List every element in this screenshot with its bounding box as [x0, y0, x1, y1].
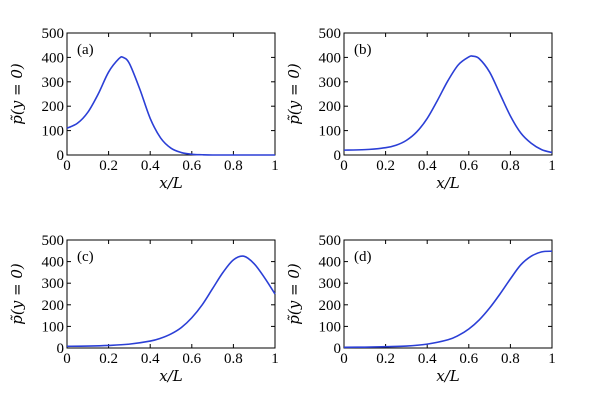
y-tick-label: 400	[42, 255, 65, 271]
x-tick-label: 1	[548, 158, 556, 174]
y-tick-label: 100	[42, 124, 65, 140]
x-tick-label: 0.6	[182, 158, 201, 174]
panel-label: (a)	[77, 42, 94, 58]
panel-label: (d)	[354, 249, 372, 265]
x-axis-label: x/L	[159, 174, 183, 192]
x-tick-label: 0	[63, 351, 71, 367]
y-tick-label: 500	[42, 233, 65, 249]
y-tick-label: 300	[319, 75, 342, 91]
y-tick-label: 500	[319, 26, 342, 42]
x-tick-label: 0.4	[141, 158, 160, 174]
x-tick-label: 0.2	[376, 351, 395, 367]
x-tick-label: 0.4	[141, 351, 160, 367]
y-tick-label: 200	[319, 99, 342, 115]
y-tick-label: 0	[334, 341, 342, 357]
x-tick-label: 0	[63, 158, 71, 174]
x-tick-label: 0.8	[501, 158, 520, 174]
y-tick-label: 400	[319, 50, 342, 66]
x-tick-label: 0.4	[418, 351, 437, 367]
y-tick-label: 200	[42, 298, 65, 314]
x-tick-label: 0	[340, 158, 348, 174]
panel-3: 0 0.2 0.4 0.6 0.8 1 0 100 200 300 400 500 x/L p̃(y = …	[8, 233, 279, 385]
x-tick-label: 0.8	[224, 351, 243, 367]
y-axis-label: p̃(y = 0)	[285, 263, 303, 325]
x-tick-label: 0.6	[459, 158, 478, 174]
y-tick-label: 0	[57, 341, 65, 357]
panel-2: 0 0.2 0.4 0.6 0.8 1 0 100 200 300 400 500 x/L p̃(y = …	[285, 26, 556, 192]
x-tick-label: 0.2	[99, 158, 118, 174]
y-tick-label: 100	[42, 319, 65, 335]
axes-frame	[66, 32, 276, 156]
x-axis-label: x/L	[159, 367, 183, 385]
y-axis-label: p̃(y = 0)	[285, 63, 303, 125]
x-axis-label: x/L	[436, 367, 460, 385]
y-tick-label: 0	[57, 148, 65, 164]
x-tick-label: 0.6	[459, 351, 478, 367]
y-axis-label: p̃(y = 0)	[8, 63, 26, 125]
x-tick-label: 1	[271, 351, 279, 367]
axes-frame	[343, 239, 553, 349]
x-tick-label: 0.8	[224, 158, 243, 174]
series-line	[66, 55, 275, 156]
panel-label: (b)	[354, 42, 372, 58]
x-tick-label: 0.2	[99, 351, 118, 367]
x-axis-label: x/L	[436, 174, 460, 192]
x-tick-label: 0.6	[182, 351, 201, 367]
series-line	[343, 55, 553, 154]
panel-4: 0 0.2 0.4 0.6 0.8 1 0 100 200 300 400 500 x/L p̃(y = …	[285, 233, 556, 385]
y-tick-label: 200	[42, 99, 65, 115]
y-tick-label: 300	[319, 276, 342, 292]
x-tick-label: 0.2	[376, 158, 395, 174]
x-tick-label: 0.4	[418, 158, 437, 174]
x-tick-label: 0.8	[501, 351, 520, 367]
y-tick-label: 400	[319, 255, 342, 271]
y-tick-label: 300	[42, 276, 65, 292]
y-tick-label: 300	[42, 75, 65, 91]
series-line	[343, 250, 553, 349]
y-tick-label: 500	[319, 233, 342, 249]
y-tick-label: 0	[334, 148, 342, 164]
x-tick-label: 1	[548, 351, 556, 367]
y-tick-label: 500	[42, 26, 65, 42]
y-tick-label: 100	[319, 319, 342, 335]
x-tick-label: 0	[340, 351, 348, 367]
y-tick-label: 400	[42, 50, 65, 66]
panel-label: (c)	[77, 249, 94, 265]
y-tick-label: 200	[319, 298, 342, 314]
series-line	[66, 255, 276, 348]
axes-frame	[343, 32, 553, 156]
x-tick-label: 1	[271, 158, 279, 174]
panel-1: 0 0.2 0.4 0.6 0.8 1 0 100 200 300 400 500 x/L p̃(y = …	[8, 26, 279, 192]
y-axis-label: p̃(y = 0)	[8, 263, 26, 325]
y-tick-label: 100	[319, 124, 342, 140]
